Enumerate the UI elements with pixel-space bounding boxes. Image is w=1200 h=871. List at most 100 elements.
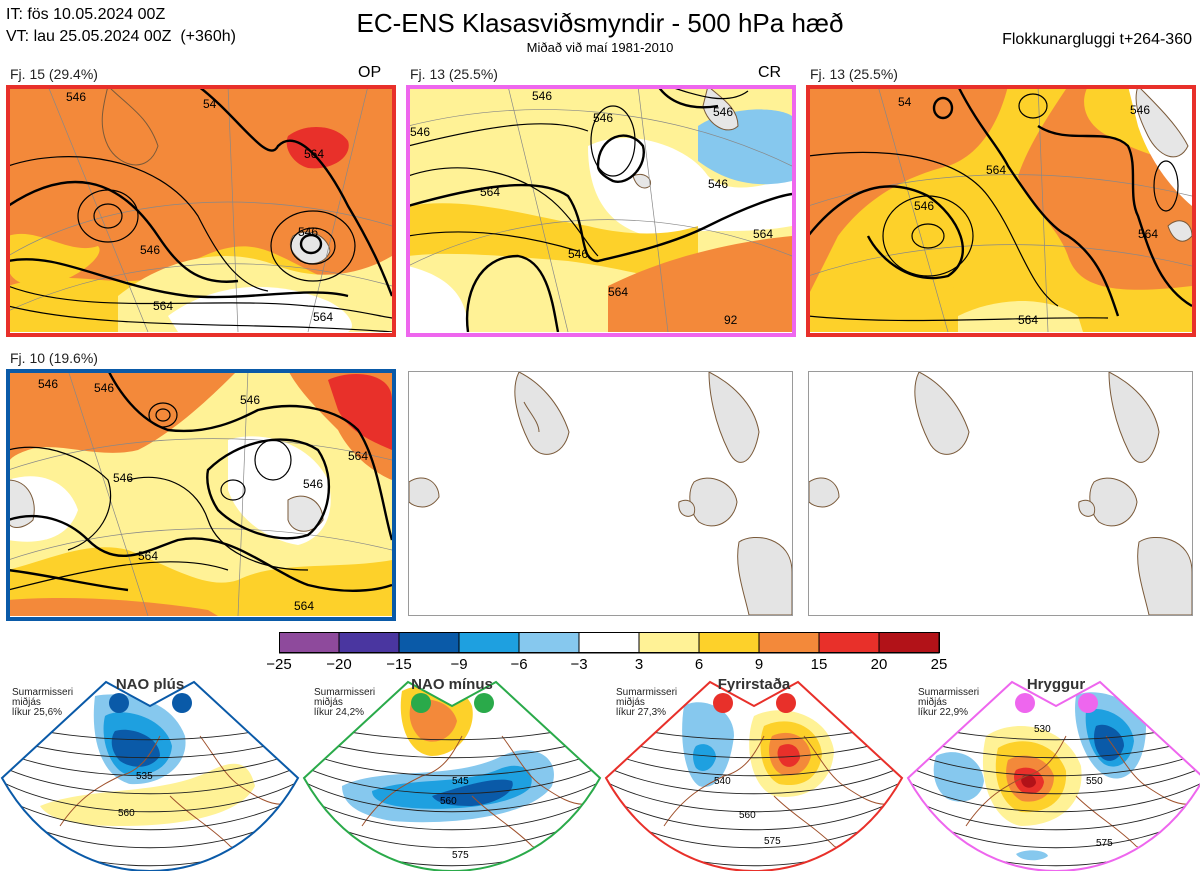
height-contour [908,795,1200,831]
contour-label: 546 [240,393,260,407]
colorbar-tick-label: −3 [570,656,588,673]
contour-label: 575 [452,850,469,861]
colorbar-cell [758,631,820,654]
colorbar-cell [278,631,340,654]
regime-info-line: miðjás [918,697,947,708]
height-contour [304,750,600,777]
anomaly-area [693,744,716,771]
regime-diagram: 545 560 575 NAO mínus Sumarmisseri miðjás líku… [302,676,602,871]
colorbar-cell [818,631,880,654]
regime-fan-map: 540 560 575 [604,680,904,871]
colorbar-tick-label: −15 [386,656,412,673]
regime-info-line: Sumarmisseri [314,687,376,698]
regime-fan-map: 535 560 [0,680,300,871]
panel-3-label: Fj. 13 (25.5%) [810,66,898,82]
panel-3-border [806,85,1196,337]
regime-marker-dot [411,693,431,713]
panel-1-tag: OP [358,64,382,81]
regime-info-line: miðjás [314,697,343,708]
regime-info-line: miðjás [12,697,41,708]
anomaly-area [40,763,255,826]
cluster-map-1: 546 564 546 54 546 564 564 [8,86,392,332]
classification-window: Flokkunargluggi t+264-360 [1002,31,1192,48]
contour-label: 564 [1018,313,1038,327]
contour-label: 564 [348,449,368,463]
contour-label: 560 [118,808,135,819]
regime-marker-dot [1078,693,1098,713]
height-contour [2,750,298,777]
height-contour [606,795,902,831]
colorbar-cell [338,631,400,654]
contour-label: 545 [452,776,469,787]
contour-label: 546 [140,243,160,257]
regime-marker-dot [1015,693,1035,713]
contour-label: 92 [724,313,738,327]
regime-title: Fyrirstaða [717,676,791,693]
anomaly-area [1021,774,1036,788]
colorbar-tick-label: 6 [694,656,704,673]
regime-marker-dot [776,693,796,713]
empty-map-6 [808,371,1193,616]
colorbar-tick-label: −9 [450,656,468,673]
contour-label: 546 [303,477,323,491]
contour-label: 560 [739,810,756,821]
contour-label: 546 [113,471,133,485]
panel-4-label: Fj. 10 (19.6%) [10,350,98,366]
colorbar-tick-label: 3 [634,656,644,673]
colorbar-tick-label: 15 [810,656,828,673]
contour-label: 564 [153,299,173,313]
height-contour [908,750,1200,777]
contour-label: 550 [1086,776,1103,787]
regime-info-line: líkur 22,9% [918,707,969,718]
page-subtitle: Miðað við maí 1981-2010 [526,40,674,55]
regime-info-line: líkur 27,3% [616,707,667,718]
panel-1-label: Fj. 15 (29.4%) [10,66,98,82]
regime-info: Sumarmisseri miðjás líkur 22,9% [918,688,979,718]
regime-diagram: 535 560 NAO plús Sumarmisseri miðjás líkur 25… [0,676,300,871]
contour-label: 535 [136,771,153,782]
regime-marker-dot [109,693,129,713]
colorbar-cell [638,631,700,654]
regime-info: Sumarmisseri miðjás líkur 24,2% [314,688,375,718]
contour-label: 546 [410,125,430,139]
regime-diagram: 540 560 575 Fyrirstaða Sumarmisseri miðjás lík… [604,676,904,871]
contour-label: 560 [440,796,457,807]
contour-label: 564 [138,549,158,563]
panel-1-border [6,85,396,337]
panel-2-label: Fj. 13 (25.5%) [410,66,498,82]
height-contour [606,765,902,795]
cluster-map-3: 54 546 564 546 564 564 [808,86,1192,332]
header-times: IT: fös 10.05.2024 00Z VT: lau 25.05.202… [6,4,236,48]
regime-marker-dot [172,693,192,713]
regime-info-line: Sumarmisseri [616,687,678,698]
regime-title: NAO plús [115,676,185,693]
colorbar-tick-label: −6 [510,656,528,673]
height-contour [304,795,600,831]
valid-time: VT: lau 25.05.2024 00Z (+360h) [6,28,236,45]
regime-info-line: Sumarmisseri [918,687,980,698]
colorbar-cell [578,631,640,654]
contour-label: 564 [1138,227,1158,241]
contour-label: 546 [568,247,588,261]
regime-title: NAO mínus [411,676,493,693]
regime-info-line: miðjás [616,697,645,708]
contour-label: 564 [753,227,773,241]
colorbar-tick-label: 25 [930,656,948,673]
issue-time: IT: fös 10.05.2024 00Z [6,6,166,23]
contour-label: 54 [203,97,217,111]
panel-2-tag: CR [758,64,782,81]
contour-label: 575 [1096,838,1113,849]
height-contour [304,765,600,795]
height-contour [908,780,1200,813]
regime-info: Sumarmisseri miðjás líkur 27,3% [616,688,677,718]
regime-info-line: Sumarmisseri [12,687,74,698]
regime-diagram: 530 550 575 Hryggur Sumarmisseri miðjás líkur … [906,676,1200,871]
regime-info: Sumarmisseri miðjás líkur 25,6% [12,688,73,718]
colorbar-tick-label: −20 [326,656,352,673]
anomaly-area [1016,850,1048,861]
contour-label: 546 [38,377,58,391]
contour-label: 546 [1130,103,1150,117]
height-contour [304,780,600,813]
contour-label: 546 [532,89,552,103]
page-title: EC-ENS Klasasviðsmyndir - 500 hPa hæð [356,8,844,38]
